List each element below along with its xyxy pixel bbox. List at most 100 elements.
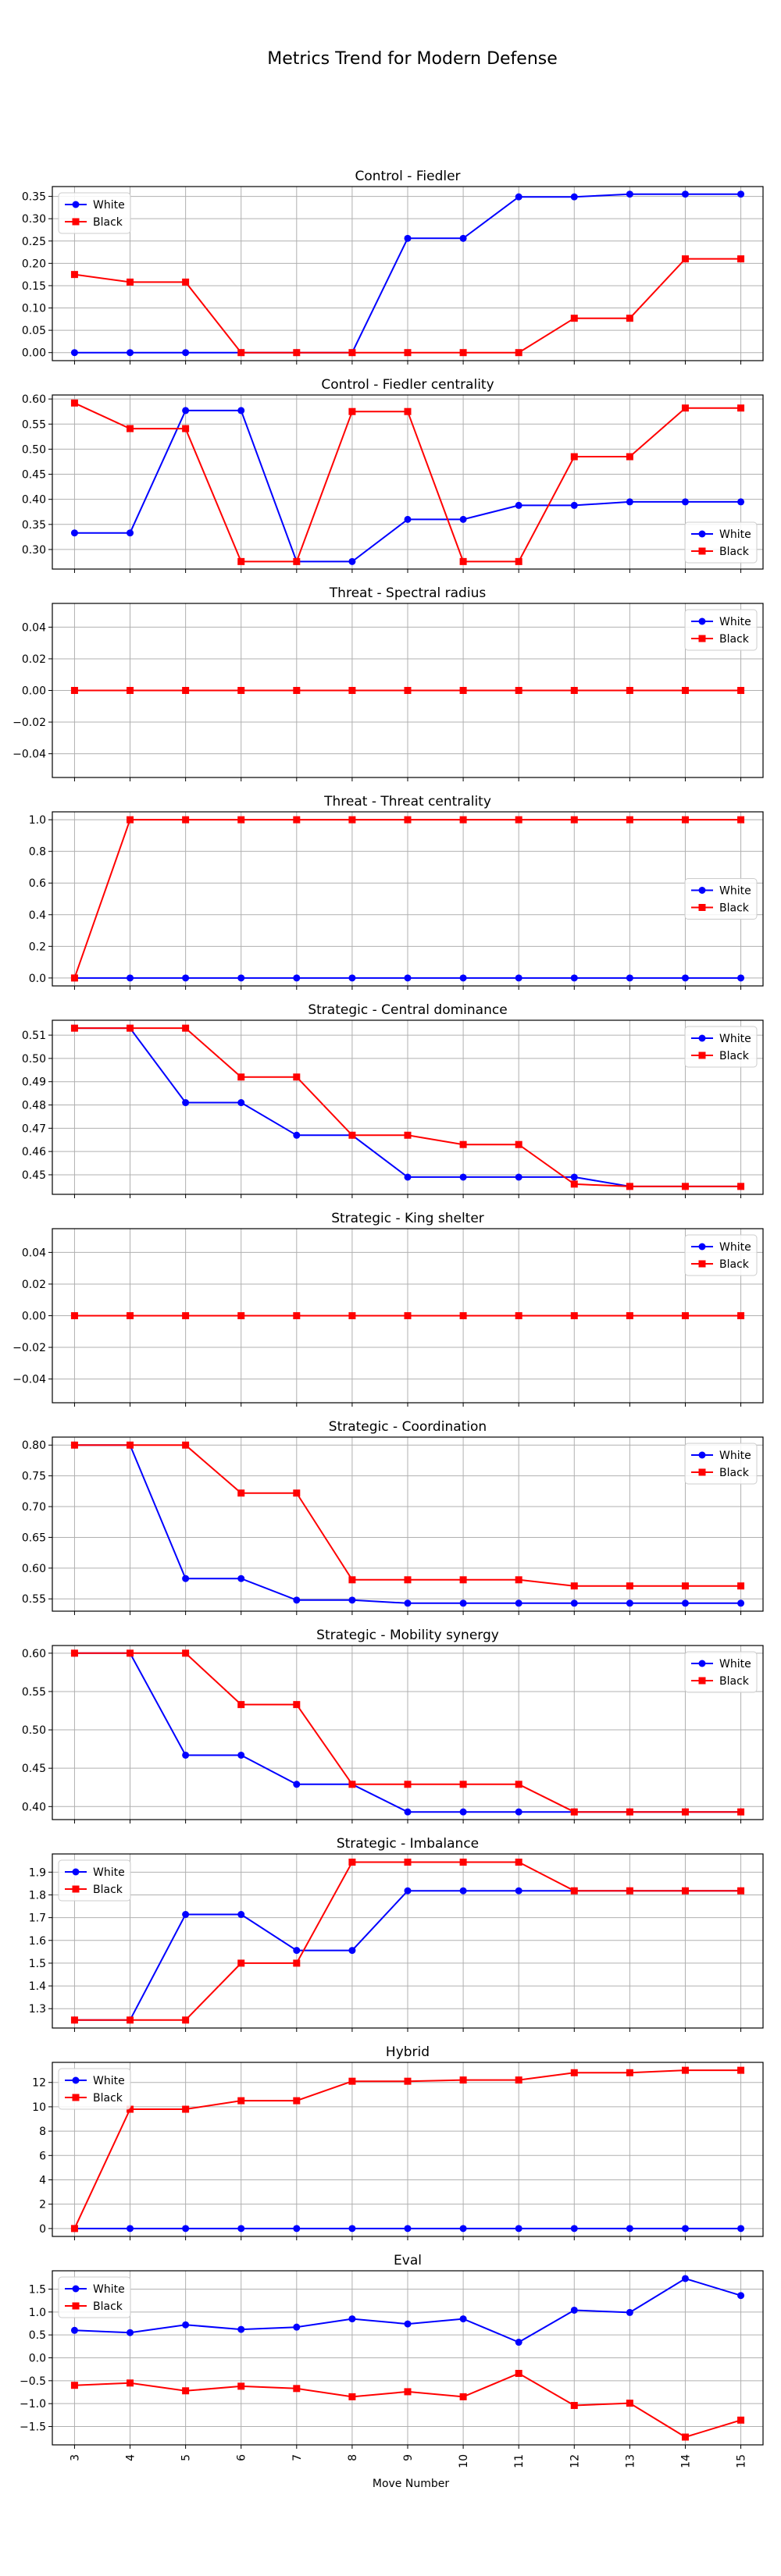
y-tick-label: 0.15 bbox=[22, 280, 46, 293]
data-point-white bbox=[182, 2225, 190, 2233]
axes-frame bbox=[52, 2062, 764, 2237]
legend-label: Black bbox=[719, 1258, 750, 1271]
y-tick-label: 0.50 bbox=[22, 1724, 46, 1737]
data-point-white bbox=[404, 1173, 412, 1181]
y-tick-label: 1.5 bbox=[29, 2283, 46, 2296]
legend-label: Black bbox=[93, 2092, 123, 2105]
data-point-white bbox=[404, 2320, 412, 2328]
data-point-black bbox=[182, 816, 190, 824]
data-point-black bbox=[737, 1808, 745, 1816]
data-point-black bbox=[404, 407, 412, 415]
data-point-white bbox=[348, 1596, 356, 1604]
y-tick-label: 0.51 bbox=[22, 1030, 46, 1042]
data-point-white bbox=[570, 501, 578, 509]
data-point-black bbox=[515, 1781, 522, 1788]
data-point-white bbox=[459, 1173, 467, 1181]
data-point-black bbox=[348, 816, 356, 824]
y-tick-label: 0.4 bbox=[29, 909, 46, 922]
data-point-black bbox=[681, 1312, 689, 1319]
x-tick-label: 7 bbox=[291, 2454, 304, 2461]
y-tick-label: 0.50 bbox=[22, 443, 46, 456]
x-tick-label: 13 bbox=[624, 2454, 637, 2468]
data-point-black bbox=[515, 1858, 522, 1866]
data-point-white bbox=[626, 1599, 633, 1607]
data-point-white bbox=[515, 1599, 522, 1607]
data-point-black bbox=[348, 349, 356, 357]
y-tick-label: 0.30 bbox=[22, 544, 46, 557]
data-point-black bbox=[237, 1073, 245, 1081]
data-point-white bbox=[404, 515, 412, 523]
axes-frame bbox=[52, 1228, 764, 1404]
data-point-black bbox=[626, 816, 633, 824]
data-point-black bbox=[237, 1701, 245, 1709]
data-point-black bbox=[681, 1183, 689, 1190]
subplot-2: Control - Fiedler centrality 0.30 0.35 0.40… bbox=[22, 377, 764, 573]
subplot-6: Strategic - King shelter −0.04 −0.02 0.00 0.… bbox=[12, 1211, 764, 1407]
legend-label: Black bbox=[719, 1675, 750, 1688]
data-point-black bbox=[70, 271, 78, 279]
axes-frame bbox=[52, 603, 764, 778]
data-point-white bbox=[515, 501, 522, 509]
y-tick-label: 0.6 bbox=[29, 877, 46, 890]
x-tick-label: 6 bbox=[236, 2454, 248, 2461]
shared-x-axis: 3 4 5 6 7 8 9 10 11 12 13 14 15 bbox=[69, 2454, 747, 2468]
data-point-black bbox=[570, 1312, 578, 1319]
data-point-white bbox=[626, 974, 633, 982]
y-tick-label: 0.55 bbox=[22, 418, 46, 431]
y-tick-label: 0.00 bbox=[22, 685, 46, 698]
data-point-black bbox=[459, 1576, 467, 1584]
y-tick-label: 0.25 bbox=[22, 236, 46, 248]
data-point-white bbox=[237, 1574, 245, 1582]
data-point-white bbox=[404, 1599, 412, 1607]
data-point-black bbox=[70, 2225, 78, 2233]
data-point-black bbox=[127, 1441, 134, 1449]
data-point-white bbox=[293, 974, 301, 982]
y-tick-label: 1.6 bbox=[29, 1935, 46, 1948]
data-point-black bbox=[293, 1701, 301, 1709]
data-point-white bbox=[737, 1599, 745, 1607]
legend-marker bbox=[698, 617, 706, 625]
legend-label: White bbox=[93, 1866, 125, 1879]
data-point-black bbox=[681, 1808, 689, 1816]
data-point-black bbox=[182, 2105, 190, 2113]
legend-label: Black bbox=[93, 1884, 123, 1896]
data-point-white bbox=[237, 2225, 245, 2233]
legend-marker bbox=[698, 1451, 706, 1459]
axes-frame bbox=[52, 2270, 764, 2446]
data-point-white bbox=[70, 529, 78, 537]
data-point-black bbox=[70, 687, 78, 694]
data-point-white bbox=[515, 974, 522, 982]
data-point-white bbox=[404, 974, 412, 982]
axes-frame bbox=[52, 394, 764, 570]
figure-title: Metrics Trend for Modern Defense bbox=[267, 49, 558, 69]
data-point-black bbox=[293, 687, 301, 694]
data-point-white bbox=[348, 1947, 356, 1955]
data-point-black bbox=[626, 1183, 633, 1190]
data-point-black bbox=[404, 349, 412, 357]
y-tick-label: 0.60 bbox=[22, 1648, 46, 1660]
data-point-black bbox=[348, 407, 356, 415]
data-point-white bbox=[237, 1099, 245, 1107]
data-point-black bbox=[570, 315, 578, 322]
data-point-black bbox=[626, 687, 633, 694]
data-point-black bbox=[237, 687, 245, 694]
data-point-white bbox=[681, 1599, 689, 1607]
subplot-title: Eval bbox=[394, 2253, 422, 2268]
data-point-white bbox=[404, 234, 412, 242]
data-point-black bbox=[459, 687, 467, 694]
y-tick-label: 0.35 bbox=[22, 191, 46, 204]
data-point-white bbox=[459, 2225, 467, 2233]
data-point-black bbox=[404, 1576, 412, 1584]
data-point-black bbox=[737, 2416, 745, 2424]
y-tick-label: 0.02 bbox=[22, 1279, 46, 1291]
y-tick-label: 6 bbox=[39, 2150, 46, 2162]
data-point-black bbox=[293, 1073, 301, 1081]
subplot-title: Strategic - Imbalance bbox=[337, 1836, 479, 1852]
data-point-black bbox=[237, 1312, 245, 1319]
data-point-black bbox=[570, 1180, 578, 1188]
axes-frame bbox=[52, 811, 764, 987]
legend-marker bbox=[698, 1468, 706, 1476]
data-point-black bbox=[737, 1582, 745, 1590]
data-point-black bbox=[626, 1582, 633, 1590]
subplot-1: Control - Fiedler 0.00 0.05 0.10 0.15 0.20 0.2… bbox=[22, 169, 764, 365]
